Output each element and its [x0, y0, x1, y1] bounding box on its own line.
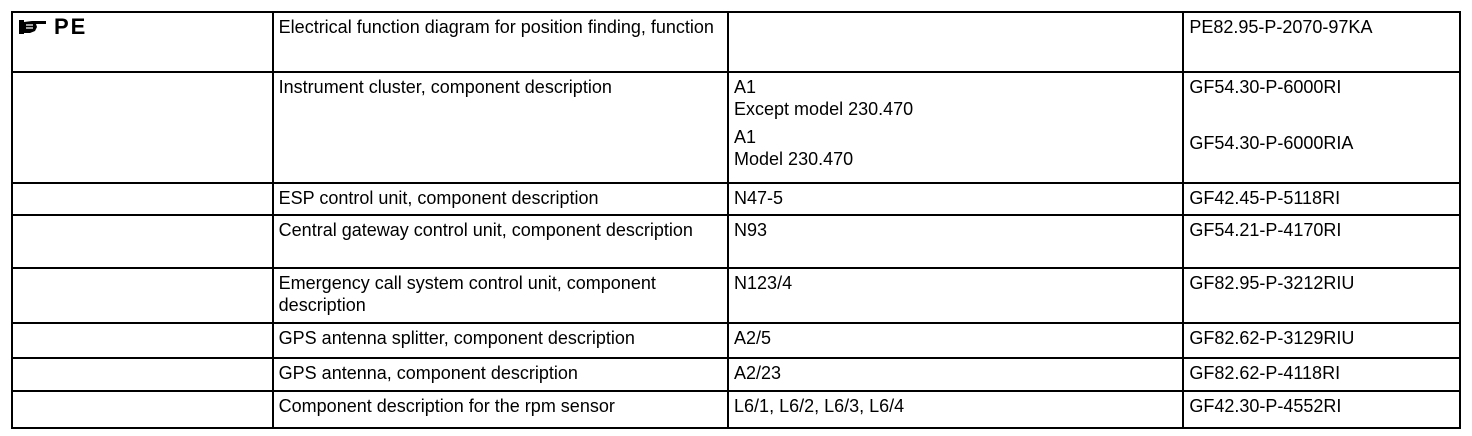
component-entry: N123/4: [734, 272, 1177, 294]
description-cell: GPS antenna, component description: [271, 357, 730, 392]
component-cell: N47-5: [727, 182, 1185, 216]
component-cell: A2/23: [727, 357, 1185, 392]
table-row: Instrument cluster, component descriptio…: [11, 71, 1461, 184]
component-line: A1: [734, 77, 757, 97]
pe-marker: PE: [18, 16, 87, 38]
description-cell: Component description for the rpm sensor: [271, 390, 730, 429]
component-line: A1: [734, 127, 757, 147]
document-cell: GF54.30-P-6000RI GF54.30-P-6000RIA: [1182, 71, 1461, 184]
component-line: L6/1, L6/2, L6/3, L6/4: [734, 396, 905, 416]
document-cell: GF82.62-P-3129RIU: [1182, 322, 1461, 359]
component-entry: A1 Except model 230.470: [734, 76, 1177, 120]
component-entry: A2/5: [734, 327, 1177, 349]
component-line: Model 230.470: [734, 149, 854, 169]
document-number: GF82.62-P-3129RIU: [1189, 328, 1355, 348]
component-entry: L6/1, L6/2, L6/3, L6/4: [734, 395, 1177, 417]
description-cell: GPS antenna splitter, component descript…: [271, 322, 730, 359]
component-cell: L6/1, L6/2, L6/3, L6/4: [727, 390, 1185, 429]
marker-cell: PE: [11, 11, 274, 73]
table-row: ESP control unit, component description N…: [11, 182, 1461, 216]
component-line: A2/5: [734, 328, 772, 348]
component-line: Except model 230.470: [734, 99, 914, 119]
description-cell: Emergency call system control unit, comp…: [271, 267, 730, 324]
component-cell: N93: [727, 214, 1185, 269]
document-number: GF54.30-P-6000RI: [1189, 77, 1342, 97]
reference-table: PE Electrical function diagram for positi…: [11, 11, 1461, 429]
component-entry: N47-5: [734, 187, 1177, 209]
description-cell: Central gateway control unit, component …: [271, 214, 730, 269]
marker-cell: [11, 322, 274, 359]
component-cell: N123/4: [727, 267, 1185, 324]
document-number: GF54.30-P-6000RIA: [1189, 133, 1354, 153]
component-cell: [727, 11, 1185, 73]
document-number: GF82.62-P-4118RI: [1189, 363, 1341, 383]
table-row: Central gateway control unit, component …: [11, 214, 1461, 269]
document-cell: GF54.21-P-4170RI: [1182, 214, 1461, 269]
table-row: GPS antenna, component description A2/23 G…: [11, 357, 1461, 392]
pointing-hand-icon: [19, 20, 46, 34]
table-row: Component description for the rpm sensor…: [11, 390, 1461, 429]
document-cell: GF42.30-P-4552RI: [1182, 390, 1461, 429]
marker-cell: [11, 390, 274, 429]
document-cell: GF82.62-P-4118RI: [1182, 357, 1461, 392]
table-row: GPS antenna splitter, component descript…: [11, 322, 1461, 359]
table-row: Emergency call system control unit, comp…: [11, 267, 1461, 324]
marker-cell: [11, 357, 274, 392]
description-cell: Electrical function diagram for position…: [271, 11, 730, 73]
document-number: GF54.21-P-4170RI: [1189, 220, 1342, 240]
component-line: N93: [734, 220, 768, 240]
description-cell: Instrument cluster, component descriptio…: [271, 71, 730, 184]
table-row: PE Electrical function diagram for positi…: [11, 11, 1461, 73]
marker-cell: [11, 214, 274, 269]
component-line: A2/23: [734, 363, 782, 383]
component-entry: A1 Model 230.470: [734, 126, 1177, 170]
document-number: GF82.95-P-3212RIU: [1189, 273, 1355, 293]
description-cell: ESP control unit, component description: [271, 182, 730, 216]
document-cell: PE82.95-P-2070-97KA: [1182, 11, 1461, 73]
component-cell: A2/5: [727, 322, 1185, 359]
component-cell: A1 Except model 230.470 A1 Model 230.470: [727, 71, 1185, 184]
pe-label: PE: [54, 14, 88, 39]
component-entry: A2/23: [734, 362, 1177, 384]
marker-cell: [11, 182, 274, 216]
document-cell: GF42.45-P-5118RI: [1182, 182, 1461, 216]
component-line: N47-5: [734, 188, 784, 208]
document-number: PE82.95-P-2070-97KA: [1189, 17, 1373, 37]
marker-cell: [11, 267, 274, 324]
component-line: N123/4: [734, 273, 793, 293]
component-entry: N93: [734, 219, 1177, 241]
document-number: GF42.30-P-4552RI: [1189, 396, 1342, 416]
document-number: GF42.45-P-5118RI: [1189, 188, 1341, 208]
marker-cell: [11, 71, 274, 184]
document-cell: GF82.95-P-3212RIU: [1182, 267, 1461, 324]
